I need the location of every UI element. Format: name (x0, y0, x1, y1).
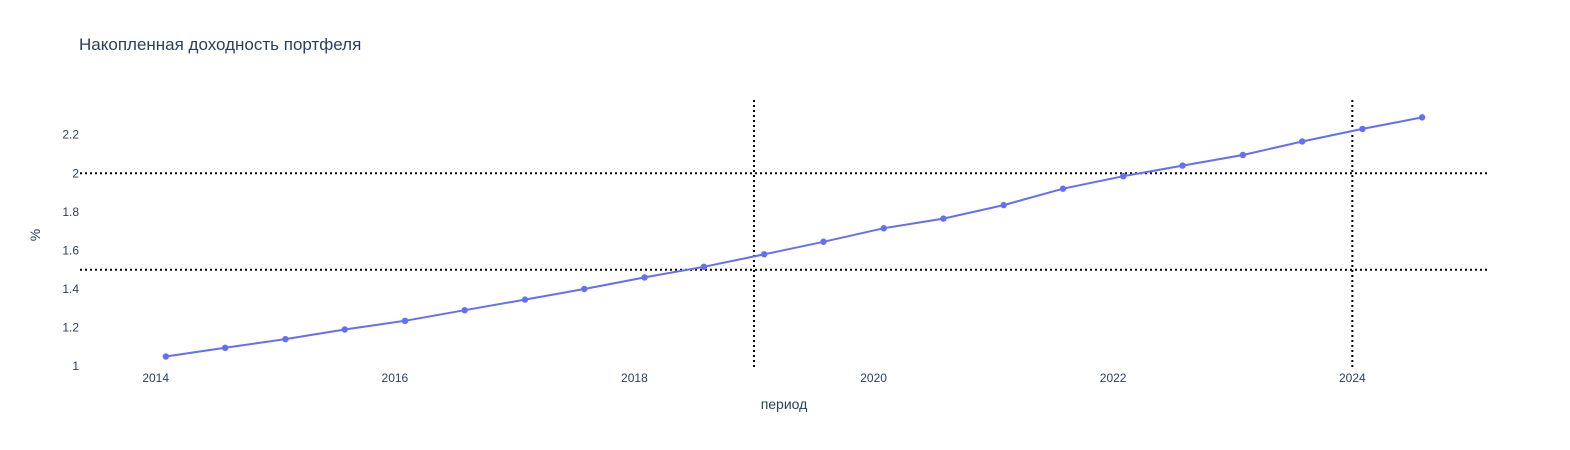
y-tick-label: 2 (72, 166, 79, 180)
data-point (1359, 125, 1366, 133)
data-point (521, 296, 529, 303)
x-tick-label: 2014 (142, 371, 169, 385)
y-tick-label: 1 (72, 359, 79, 373)
y-tick-label: 1.4 (62, 282, 79, 296)
data-point (1120, 172, 1127, 180)
data-point (700, 263, 708, 271)
y-tick-label: 1.8 (62, 205, 79, 219)
series-line (165, 116, 1423, 358)
y-axis-title: % (27, 229, 43, 241)
data-point (461, 307, 468, 314)
data-point (1418, 114, 1426, 121)
x-tick-label: 2016 (382, 371, 409, 385)
data-point (282, 335, 289, 343)
y-tick-label: 2.2 (62, 128, 79, 142)
y-axis-ticks: 1 1.2 1.4 1.6 1.8 2 2.2 (62, 128, 79, 373)
data-point (221, 344, 229, 352)
x-tick-label: 2024 (1339, 371, 1366, 385)
x-tick-label: 2022 (1100, 371, 1127, 385)
x-axis-title: период (761, 396, 808, 412)
chart-title: Накопленная доходность портфеля (79, 35, 361, 54)
series-group (162, 114, 1426, 360)
x-tick-label: 2020 (860, 371, 887, 385)
data-point (760, 251, 768, 258)
y-tick-label: 1.6 (62, 243, 79, 257)
data-point (820, 238, 827, 245)
data-point (641, 274, 648, 281)
data-point (940, 215, 947, 222)
data-point (341, 326, 348, 333)
reference-lines (80, 100, 1487, 370)
data-point (1179, 162, 1186, 169)
x-tick-label: 2018 (621, 371, 648, 385)
data-point (1059, 185, 1067, 192)
data-point (880, 225, 887, 232)
data-point (1000, 201, 1007, 209)
data-point (1298, 138, 1306, 145)
data-point (162, 353, 170, 360)
y-tick-label: 1.2 (62, 321, 79, 335)
x-axis-ticks: 2014 2016 2018 2020 2022 2024 (142, 371, 1366, 385)
data-point (581, 285, 588, 293)
data-point (401, 317, 409, 325)
data-point (1239, 151, 1247, 159)
